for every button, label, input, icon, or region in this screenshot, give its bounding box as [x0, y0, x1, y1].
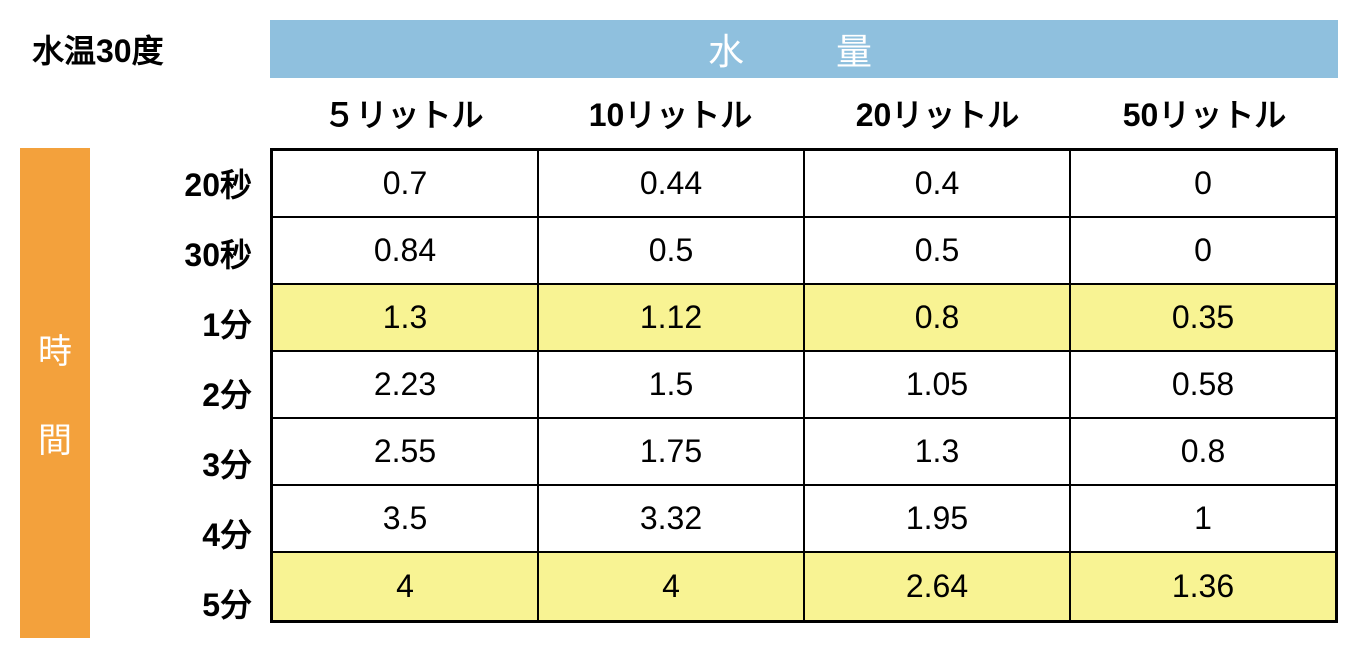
- table-row: 0.7 0.44 0.4 0: [273, 151, 1335, 218]
- table-cell: 1.75: [539, 419, 805, 484]
- row-label: 30秒: [90, 218, 270, 288]
- table-row: 4 4 2.64 1.36: [273, 553, 1335, 620]
- water-amount-header: 水 量: [270, 20, 1338, 78]
- table-cell: 0.5: [539, 218, 805, 283]
- table-cell: 1.3: [273, 285, 539, 350]
- table-cell: 0.4: [805, 151, 1071, 216]
- top-header-row: 水温30度 水 量: [20, 20, 1338, 78]
- table-cell: 2.55: [273, 419, 539, 484]
- time-header-char: 間: [38, 413, 72, 462]
- table-cell: 3.5: [273, 486, 539, 551]
- table-cell: 3.32: [539, 486, 805, 551]
- table-row: 2.23 1.5 1.05 0.58: [273, 352, 1335, 419]
- column-header: 50リットル: [1071, 78, 1338, 148]
- table-cell: 2.23: [273, 352, 539, 417]
- table-row: 3.5 3.32 1.95 1: [273, 486, 1335, 553]
- table-body: 時 間 20秒 30秒 1分 2分 3分 4分 5分 ５リットル 10リットル …: [20, 78, 1338, 638]
- table-cell: 0: [1071, 151, 1335, 216]
- table-cell: 4: [273, 553, 539, 620]
- column-header: 20リットル: [804, 78, 1071, 148]
- row-label: 4分: [90, 498, 270, 568]
- corner-label: 水温30度: [20, 20, 270, 78]
- row-label: 3分: [90, 428, 270, 498]
- table-cell: 0.5: [805, 218, 1071, 283]
- table-row: 0.84 0.5 0.5 0: [273, 218, 1335, 285]
- data-table: 水温30度 水 量 時 間 20秒 30秒 1分 2分 3分 4分 5分 ５リッ…: [20, 20, 1338, 638]
- column-header: 10リットル: [537, 78, 804, 148]
- table-cell: 1.3: [805, 419, 1071, 484]
- row-label: 1分: [90, 288, 270, 358]
- data-rows: 0.7 0.44 0.4 0 0.84 0.5 0.5 0 1.3 1.12 0…: [270, 148, 1338, 623]
- column-header: ５リットル: [270, 78, 537, 148]
- table-cell: 2.64: [805, 553, 1071, 620]
- table-cell: 0.58: [1071, 352, 1335, 417]
- table-cell: 0.35: [1071, 285, 1335, 350]
- table-cell: 1.95: [805, 486, 1071, 551]
- row-label: 20秒: [90, 148, 270, 218]
- table-cell: 0.44: [539, 151, 805, 216]
- table-row: 1.3 1.12 0.8 0.35: [273, 285, 1335, 352]
- table-cell: 0.8: [1071, 419, 1335, 484]
- column-headers: ５リットル 10リットル 20リットル 50リットル: [270, 78, 1338, 148]
- table-row: 2.55 1.75 1.3 0.8: [273, 419, 1335, 486]
- table-cell: 1.12: [539, 285, 805, 350]
- table-cell: 1.05: [805, 352, 1071, 417]
- table-cell: 1.36: [1071, 553, 1335, 620]
- row-label-spacer: [90, 78, 270, 148]
- row-label: 2分: [90, 358, 270, 428]
- row-labels: 20秒 30秒 1分 2分 3分 4分 5分: [90, 78, 270, 638]
- time-header-char: 時: [38, 324, 72, 373]
- left-column: 時 間 20秒 30秒 1分 2分 3分 4分 5分: [20, 78, 270, 638]
- table-cell: 1: [1071, 486, 1335, 551]
- table-cell: 0: [1071, 218, 1335, 283]
- row-label: 5分: [90, 568, 270, 638]
- table-cell: 0.7: [273, 151, 539, 216]
- table-cell: 0.84: [273, 218, 539, 283]
- right-column: ５リットル 10リットル 20リットル 50リットル 0.7 0.44 0.4 …: [270, 78, 1338, 638]
- time-axis-header: 時 間: [20, 148, 90, 638]
- table-cell: 4: [539, 553, 805, 620]
- table-cell: 0.8: [805, 285, 1071, 350]
- table-cell: 1.5: [539, 352, 805, 417]
